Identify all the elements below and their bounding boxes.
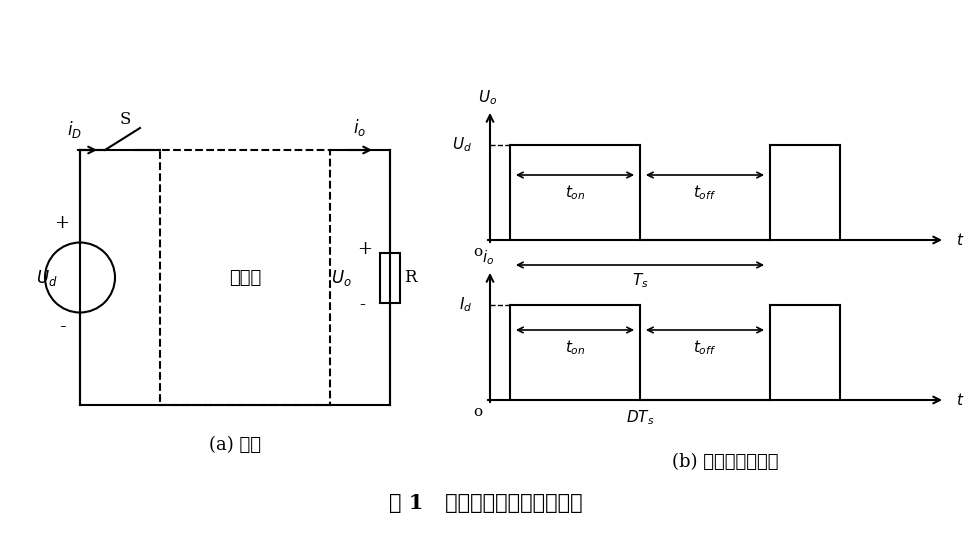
Text: (b) 电压、电流波形: (b) 电压、电流波形 [672,453,779,471]
Text: $t_{on}$: $t_{on}$ [565,184,585,202]
Text: (a) 电路: (a) 电路 [209,436,261,454]
Bar [380,253,400,302]
Text: 图 1   降压型斩波器电路及波形: 图 1 降压型斩波器电路及波形 [389,493,583,513]
Text: S: S [120,111,130,128]
Text: $t_{off}$: $t_{off}$ [693,339,716,357]
Text: $t_{on}$: $t_{on}$ [565,339,585,357]
Text: $t_{off}$: $t_{off}$ [693,184,716,202]
Text: $U_o$: $U_o$ [478,89,498,108]
Text: R: R [403,269,416,286]
Text: -: - [359,296,365,315]
Text: $U_d$: $U_d$ [452,136,472,155]
Text: $t$: $t$ [955,232,964,248]
Text: $DT_s$: $DT_s$ [626,409,654,427]
Text: $T_s$: $T_s$ [632,272,648,291]
Text: +: + [358,241,372,258]
Text: $U_o$: $U_o$ [331,268,352,287]
Text: o: o [473,245,482,259]
Text: $U_d$: $U_d$ [36,268,58,287]
Text: $i_o$: $i_o$ [482,249,494,268]
Text: +: + [54,213,70,232]
Text: 斩波器: 斩波器 [228,269,261,287]
Text: -: - [58,318,65,337]
Text: $i_D$: $i_D$ [67,119,83,141]
Text: $i_o$: $i_o$ [354,118,366,139]
Text: $t$: $t$ [955,392,964,408]
Text: o: o [473,405,482,419]
Text: $I_d$: $I_d$ [459,296,472,315]
Bar [160,150,330,405]
